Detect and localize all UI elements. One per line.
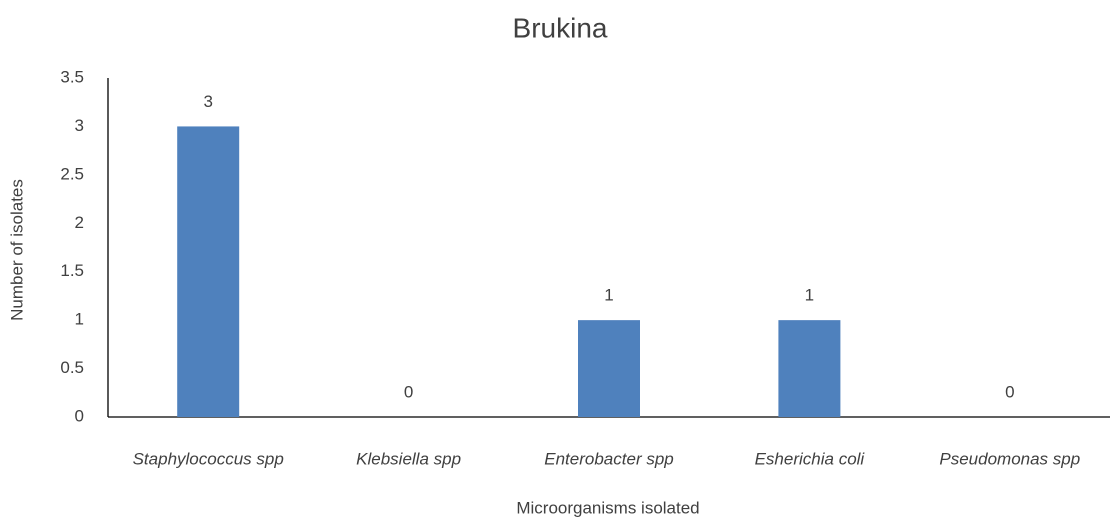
y-tick-label: 1 bbox=[75, 310, 84, 329]
y-tick-label: 2 bbox=[75, 213, 84, 232]
x-tick-label: Staphylococcus spp bbox=[133, 449, 284, 468]
data-label: 1 bbox=[604, 286, 613, 305]
data-label: 0 bbox=[1005, 382, 1014, 401]
bar bbox=[177, 126, 240, 417]
y-tick-label: 3 bbox=[75, 116, 84, 135]
bar bbox=[778, 320, 841, 417]
y-axis-label: Number of isolates bbox=[7, 179, 26, 321]
x-tick-label: Esherichia coli bbox=[755, 449, 866, 468]
x-axis-label: Microorganisms isolated bbox=[516, 498, 699, 517]
x-tick-label: Enterobacter spp bbox=[544, 449, 673, 468]
y-tick-label: 0.5 bbox=[60, 358, 84, 377]
data-label: 0 bbox=[404, 382, 413, 401]
data-label: 3 bbox=[203, 92, 212, 111]
y-tick-label: 3.5 bbox=[60, 67, 84, 86]
x-tick-label: Klebsiella spp bbox=[356, 449, 461, 468]
data-label: 1 bbox=[805, 286, 814, 305]
x-tick-label: Pseudomonas spp bbox=[939, 449, 1080, 468]
y-tick-label: 2.5 bbox=[60, 164, 84, 183]
bar bbox=[578, 320, 640, 417]
y-tick-label: 0 bbox=[75, 406, 84, 425]
chart-title: Brukina bbox=[513, 12, 608, 43]
y-tick-label: 1.5 bbox=[60, 261, 84, 280]
